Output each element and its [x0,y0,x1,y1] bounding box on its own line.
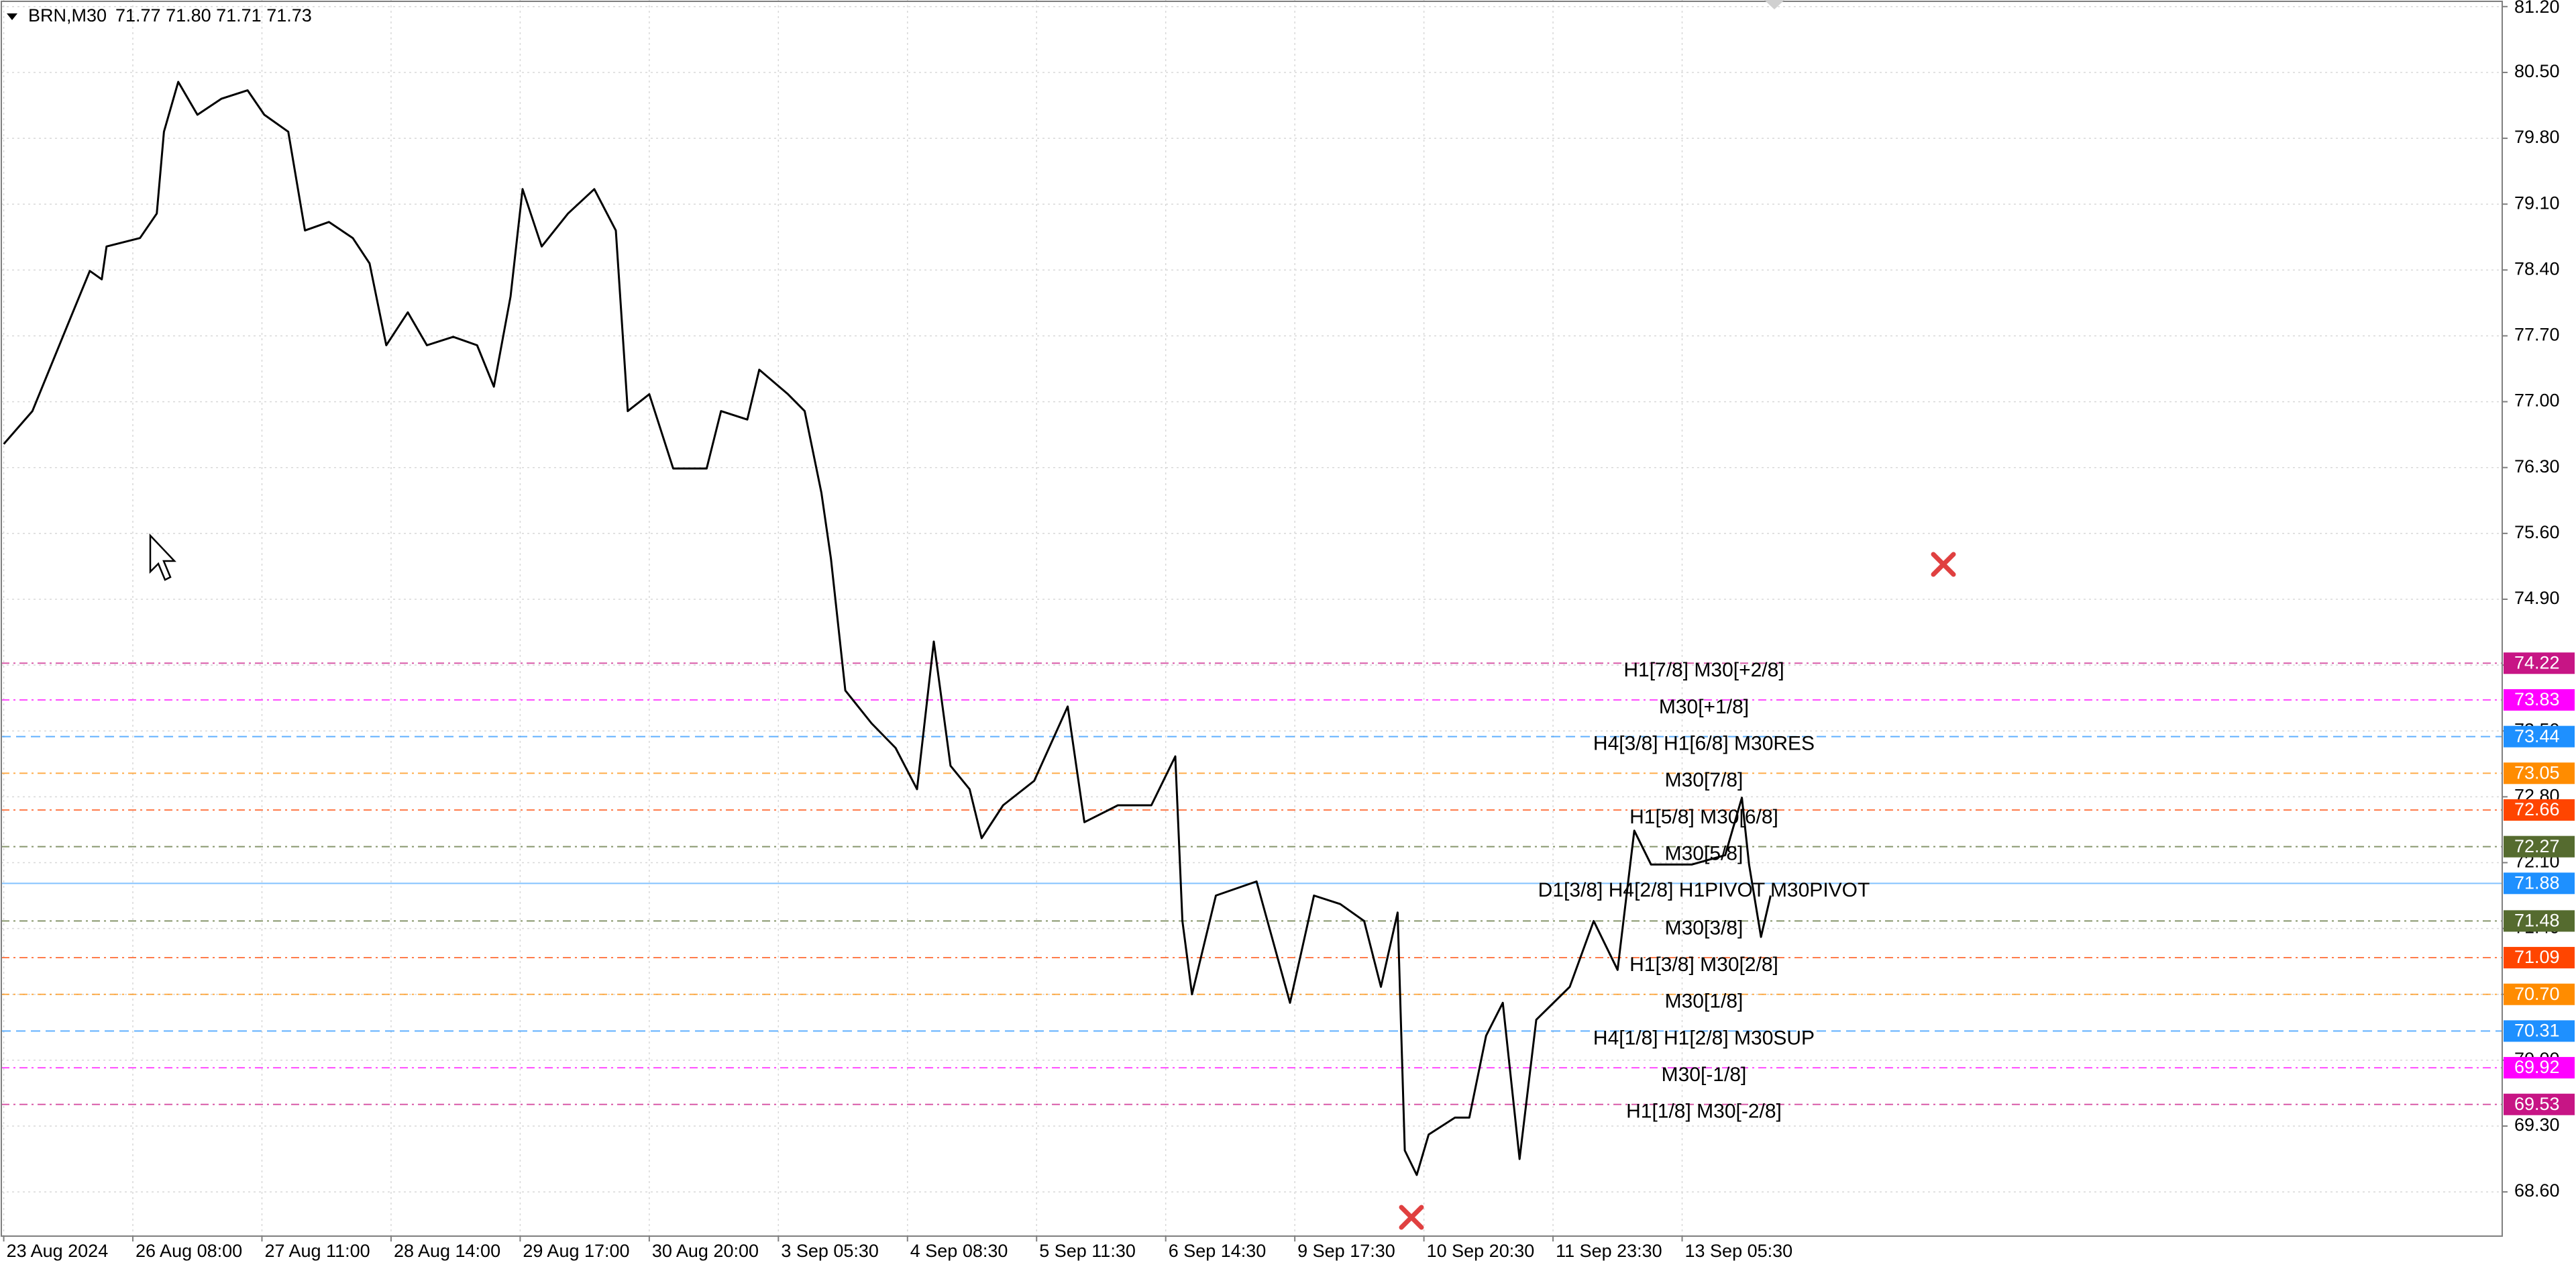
x-tick-label: 30 Aug 20:00 [652,1241,759,1261]
level-label: H4[1/8] H1[2/8] M30SUP [1593,1027,1815,1049]
price-tag-label: 74.22 [2514,652,2560,672]
x-tick-label: 26 Aug 08:00 [136,1241,242,1261]
price-tag [2504,983,2575,1005]
y-tick-label: 81.20 [2514,0,2560,17]
x-tick-label: 29 Aug 17:00 [523,1241,629,1261]
price-tag [2504,947,2575,969]
price-tag-label: 72.66 [2514,799,2560,819]
level-label: M30[3/8] [1665,917,1743,939]
y-tick-label: 76.30 [2514,456,2560,476]
scroll-marker [1764,0,1784,9]
price-tag-label: 72.27 [2514,836,2560,856]
price-tag [2504,1057,2575,1079]
price-tag-label: 73.05 [2514,762,2560,782]
price-tag-label: 71.48 [2514,911,2560,931]
menu-arrow[interactable] [7,13,17,20]
level-label: M30[-1/8] [1662,1064,1747,1086]
price-tag-label: 73.44 [2514,726,2560,746]
price-tag [2504,872,2575,895]
price-tag [2504,835,2575,858]
y-tick-label: 74.90 [2514,588,2560,608]
chart-title: BRN,M30 [28,5,107,26]
price-tag-label: 73.83 [2514,689,2560,709]
y-tick-label: 79.10 [2514,193,2560,213]
level-label: M30[+1/8] [1659,696,1749,718]
price-tag-label: 70.31 [2514,1021,2560,1041]
x-tick-label: 11 Sep 23:30 [1556,1241,1662,1261]
x-tick-label: 10 Sep 20:30 [1427,1241,1535,1261]
level-label: M30[1/8] [1665,991,1743,1013]
level-label: M30[7/8] [1665,769,1743,791]
level-label: H1[5/8] M30[6/8] [1629,806,1778,828]
y-tick-label: 79.80 [2514,127,2560,147]
price-tag [2504,762,2575,784]
level-label: H1[3/8] M30[2/8] [1629,954,1778,976]
price-tag-label: 69.53 [2514,1094,2560,1114]
x-tick-label: 13 Sep 05:30 [1685,1241,1793,1261]
levels: H1[7/8] M30[+2/8] M30[+1/8] H4[3/8] H1[6/8… [1,659,2502,1123]
plot-frame [1,1,2503,1237]
mouse-cursor [149,533,176,581]
price-tag-label: 71.88 [2514,872,2560,893]
price-tag [2504,1020,2575,1042]
level-label: H1[7/8] M30[+2/8] [1623,659,1784,681]
y-tick-label: 69.30 [2514,1115,2560,1135]
x-tick-label: 23 Aug 2024 [7,1241,109,1261]
price-tag [2504,725,2575,748]
y-tick-label: 80.50 [2514,61,2560,81]
price-tag [2504,689,2575,711]
price-tag [2504,910,2575,932]
price-tag [2504,1093,2575,1115]
y-tick-label: 68.60 [2514,1180,2560,1201]
y-tick-label: 78.40 [2514,258,2560,278]
x-tick-label: 3 Sep 05:30 [781,1241,879,1261]
price-tag [2504,652,2575,674]
x-tick-label: 28 Aug 14:00 [394,1241,500,1261]
level-label: H1[1/8] M30[-2/8] [1626,1101,1782,1123]
x-tick-label: 5 Sep 11:30 [1039,1241,1136,1261]
plot [3,81,1772,1176]
price-tag-label: 70.70 [2514,984,2560,1004]
x-tick-label: 6 Sep 14:30 [1169,1241,1267,1261]
price-line [3,81,1772,1176]
x-tick-label: 4 Sep 08:30 [910,1241,1008,1261]
level-label: D1[3/8] H4[2/8] H1PIVOT M30PIVOT [1538,879,1870,901]
price-tag [2504,799,2575,821]
y-tick-label: 77.70 [2514,325,2560,345]
level-label: H4[3/8] H1[6/8] M30RES [1593,733,1815,755]
price-tag-label: 71.09 [2514,947,2560,967]
price-tag-label: 69.92 [2514,1057,2560,1077]
cross-marker [1399,552,1956,1230]
x-tick-label: 9 Sep 17:30 [1297,1241,1395,1261]
x-tick-label: 27 Aug 11:00 [264,1241,370,1261]
y-tick-label: 77.00 [2514,391,2560,411]
y-tick-label: 75.60 [2514,522,2560,542]
axes: 81.20 80.50 79.80 79.10 78.40 77.70 77.00 76.30… [3,0,2575,1261]
chart-subtitle: 71.77 71.80 71.71 71.73 [115,5,312,26]
